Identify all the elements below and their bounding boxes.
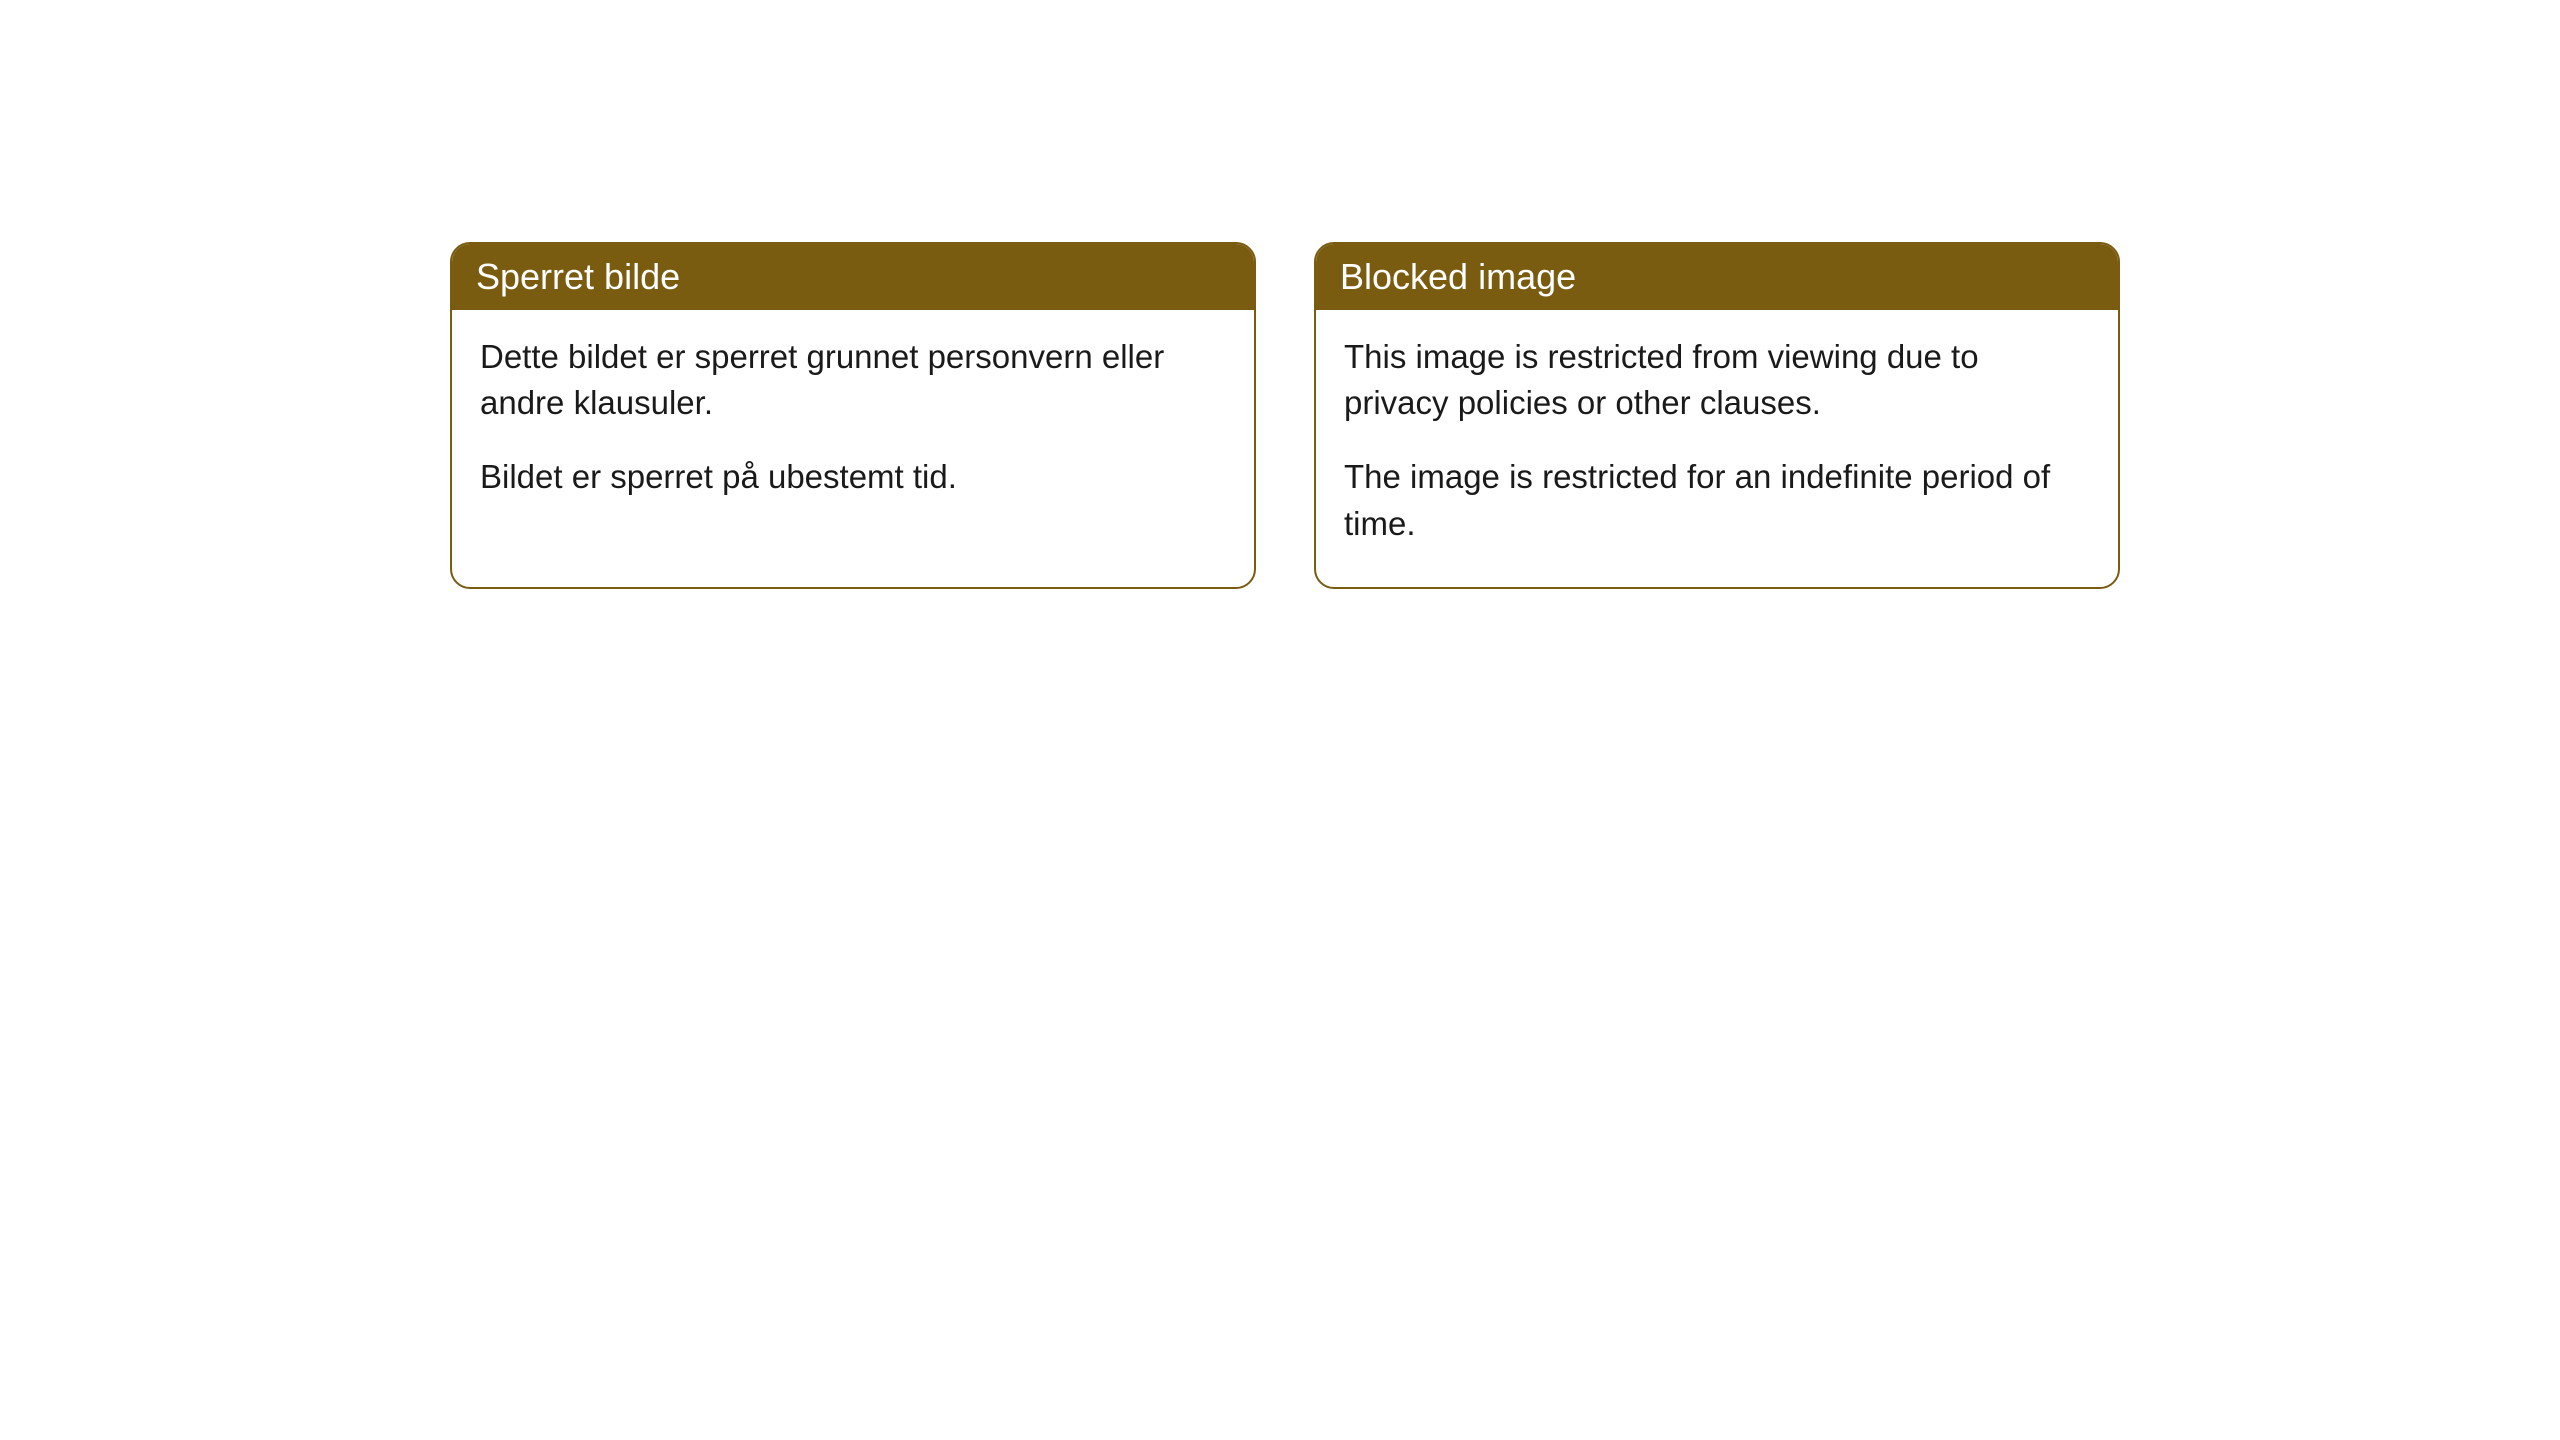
card-body-norwegian: Dette bildet er sperret grunnet personve… <box>452 310 1254 541</box>
card-paragraph: Bildet er sperret på ubestemt tid. <box>480 454 1226 500</box>
card-title: Sperret bilde <box>476 256 680 297</box>
card-paragraph: The image is restricted for an indefinit… <box>1344 454 2090 546</box>
card-header-english: Blocked image <box>1316 244 2118 310</box>
blocked-image-card-norwegian: Sperret bilde Dette bildet er sperret gr… <box>450 242 1256 589</box>
card-paragraph: Dette bildet er sperret grunnet personve… <box>480 334 1226 426</box>
card-paragraph: This image is restricted from viewing du… <box>1344 334 2090 426</box>
notice-cards-container: Sperret bilde Dette bildet er sperret gr… <box>450 242 2120 589</box>
blocked-image-card-english: Blocked image This image is restricted f… <box>1314 242 2120 589</box>
card-title: Blocked image <box>1340 256 1576 297</box>
card-header-norwegian: Sperret bilde <box>452 244 1254 310</box>
card-body-english: This image is restricted from viewing du… <box>1316 310 2118 587</box>
